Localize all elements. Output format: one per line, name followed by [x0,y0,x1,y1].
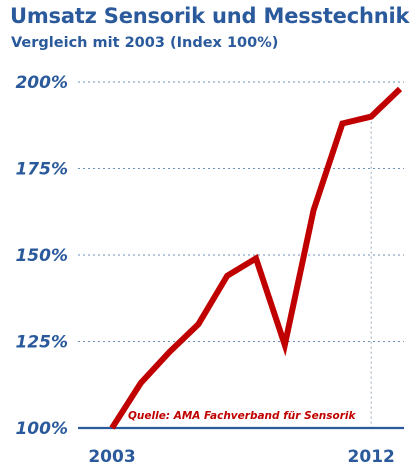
y-tick-label: 125% [15,333,68,353]
chart-subtitle: Vergleich mit 2003 (Index 100%) [11,35,279,51]
y-tick-label: 200% [15,73,68,93]
x-tick-label: 2012 [348,447,395,467]
chart-title: Umsatz Sensorik und Messtechnik [10,4,410,28]
y-tick-label: 175% [15,160,68,180]
y-tick-label: 100% [15,419,68,439]
x-tick-label: 2003 [88,447,135,467]
series-line [109,86,403,430]
source-annotation: Quelle: AMA Fachverband für Sensorik [128,410,356,422]
y-tick-label: 150% [15,246,68,266]
